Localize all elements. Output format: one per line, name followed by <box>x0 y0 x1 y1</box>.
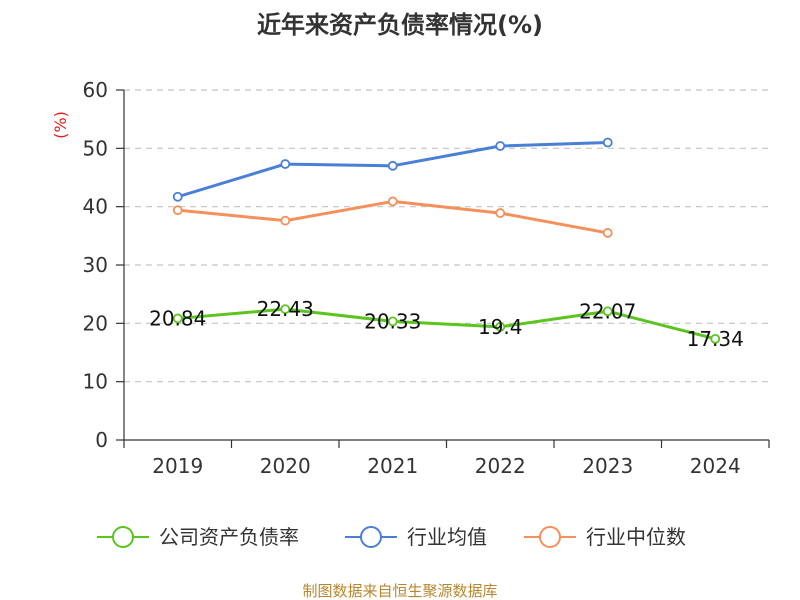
x-tick-label: 2021 <box>367 454 418 478</box>
data-point <box>172 205 183 216</box>
y-tick-label: 50 <box>83 136 108 160</box>
data-label: 22.07 <box>579 299 636 323</box>
source-note: 制图数据来自恒生聚源数据库 <box>302 582 497 600</box>
x-tick-label: 2023 <box>582 454 633 478</box>
x-tick-label: 2022 <box>475 454 526 478</box>
x-tick-label: 2020 <box>260 454 311 478</box>
data-label: 19.4 <box>478 315 523 339</box>
legend-label: 行业中位数 <box>586 525 686 549</box>
y-axis-unit: (%) <box>51 111 70 139</box>
data-point <box>495 208 506 218</box>
legend-marker-icon <box>112 526 134 548</box>
data-label: 22.43 <box>257 297 314 321</box>
data-point <box>172 313 183 324</box>
legend-label: 公司资产负债率 <box>159 525 299 549</box>
y-tick-label: 40 <box>83 195 108 219</box>
grid <box>124 89 769 383</box>
legend-item-3: 行业中位数 <box>524 525 686 549</box>
legend-label: 行业均值 <box>407 525 487 549</box>
y-tick-label: 60 <box>83 78 108 102</box>
legend: 公司资产负债率 行业均值 行业中位数 <box>97 525 686 549</box>
data-point <box>495 141 506 151</box>
chart-title: 近年来资产负债率情况(%) <box>257 11 543 39</box>
series-3 <box>172 196 613 238</box>
data-point <box>280 215 291 226</box>
data-point <box>710 333 721 344</box>
legend-item-2: 行业均值 <box>345 525 487 549</box>
data-point <box>280 304 291 315</box>
data-point <box>602 228 613 238</box>
data-point <box>280 159 291 169</box>
data-point <box>602 306 613 317</box>
legend-item-1: 公司资产负债率 <box>97 525 299 549</box>
x-tick-label: 2024 <box>690 454 741 478</box>
data-point <box>387 316 398 327</box>
y-tick-label: 20 <box>83 311 108 335</box>
data-point <box>495 321 506 332</box>
y-tick-label: 10 <box>83 370 108 394</box>
data-label: 20.84 <box>149 306 206 330</box>
data-point <box>387 160 398 171</box>
data-point <box>387 196 398 207</box>
y-tick-label: 30 <box>83 253 108 277</box>
series-1 <box>172 304 721 344</box>
data-point <box>602 137 613 148</box>
legend-marker-icon <box>360 526 382 548</box>
data-labels: 20.84 22.43 20.33 19.4 22.07 17.34 <box>149 297 744 351</box>
y-tick-label: 0 <box>95 428 108 452</box>
data-label: 20.33 <box>364 309 421 333</box>
x-tick-label: 2019 <box>152 454 203 478</box>
axes: 0 10 20 30 40 50 60 2019 2020 2021 2022 2023 2024 <box>83 78 770 478</box>
series-lines <box>172 137 721 344</box>
series-2 <box>172 137 613 202</box>
data-point <box>172 191 183 202</box>
series-line <box>176 307 717 341</box>
legend-marker-icon <box>539 526 561 548</box>
data-label: 17.34 <box>687 327 744 351</box>
